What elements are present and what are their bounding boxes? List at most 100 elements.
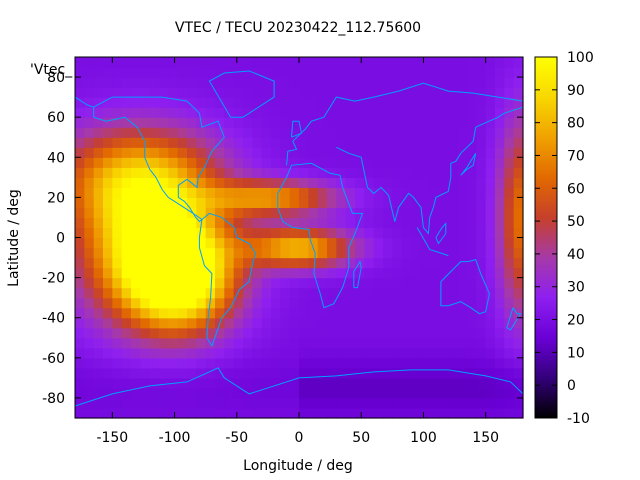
- heatmap-cell: [233, 197, 244, 209]
- heatmap-cell: [383, 67, 393, 78]
- heatmap-cell: [457, 77, 468, 88]
- heatmap-cell: [439, 217, 449, 229]
- heatmap-cell: [317, 167, 328, 178]
- heatmap-cell: [373, 367, 384, 379]
- heatmap-cell: [336, 267, 347, 279]
- heatmap-cell: [93, 237, 104, 249]
- heatmap-cell: [429, 317, 440, 329]
- heatmap-cell: [75, 77, 85, 88]
- heatmap-cell: [495, 187, 505, 198]
- heatmap-cell: [308, 297, 319, 309]
- heatmap-cell: [215, 117, 225, 128]
- heatmap-cell: [131, 187, 141, 198]
- heatmap-cell: [457, 317, 468, 329]
- x-tick-label: 150: [472, 430, 499, 446]
- heatmap-cell: [439, 57, 449, 68]
- heatmap-cell: [177, 67, 188, 78]
- heatmap-cell: [205, 387, 216, 399]
- heatmap-cell: [392, 217, 403, 229]
- heatmap-cell: [513, 357, 524, 369]
- heatmap-cell: [215, 177, 225, 188]
- heatmap-cell: [373, 87, 384, 98]
- heatmap-cell: [401, 367, 412, 379]
- heatmap-cell: [84, 77, 95, 88]
- heatmap-cell: [299, 107, 309, 118]
- heatmap-cell: [457, 117, 468, 128]
- heatmap-cell: [271, 347, 281, 359]
- heatmap-cell: [308, 107, 319, 118]
- heatmap-cell: [149, 197, 160, 209]
- heatmap-cell: [177, 387, 188, 399]
- heatmap-cell: [467, 167, 477, 178]
- heatmap-cell: [177, 147, 188, 158]
- heatmap-cell: [205, 227, 216, 239]
- heatmap-cell: [252, 267, 263, 279]
- heatmap-cell: [504, 247, 515, 259]
- heatmap-cell: [112, 147, 123, 158]
- heatmap-cell: [476, 257, 487, 269]
- y-tick-label: 0: [56, 231, 65, 247]
- heatmap-cell: [261, 277, 272, 289]
- heatmap-cell: [317, 197, 328, 209]
- heatmap-cell: [121, 407, 132, 419]
- heatmap-cell: [252, 287, 263, 299]
- heatmap-cell: [411, 127, 421, 138]
- heatmap-cell: [121, 397, 132, 409]
- heatmap-cell: [205, 117, 216, 128]
- heatmap-cell: [289, 347, 300, 359]
- heatmap-cell: [420, 257, 431, 269]
- heatmap-cell: [196, 107, 207, 118]
- heatmap-cell: [140, 287, 151, 299]
- heatmap-cell: [420, 397, 431, 409]
- heatmap-cell: [485, 327, 496, 339]
- heatmap-cell: [75, 197, 85, 209]
- coastline-segment: [74, 367, 524, 407]
- heatmap-cell: [196, 407, 207, 419]
- heatmap-cell: [439, 77, 449, 88]
- heatmap-cell: [392, 157, 403, 168]
- heatmap-cell: [75, 247, 85, 259]
- heatmap-cell: [308, 357, 319, 369]
- heatmap-cell: [149, 67, 160, 78]
- heatmap-cell: [131, 207, 141, 219]
- heatmap-cell: [401, 257, 412, 269]
- heatmap-cell: [373, 237, 384, 249]
- heatmap-cell: [317, 267, 328, 279]
- heatmap-cell: [429, 117, 440, 128]
- heatmap-cell: [504, 347, 515, 359]
- heatmap-cell: [308, 57, 319, 68]
- heatmap-cell: [140, 367, 151, 379]
- heatmap-cell: [420, 87, 431, 98]
- heatmap-cell: [261, 247, 272, 259]
- heatmap-cell: [327, 187, 337, 198]
- heatmap-cell: [187, 337, 197, 349]
- heatmap-cell: [336, 217, 347, 229]
- heatmap-cell: [317, 187, 328, 198]
- y-tick-label: 60: [47, 110, 65, 126]
- heatmap-cell: [261, 207, 272, 219]
- heatmap-cell: [112, 77, 123, 88]
- heatmap-cell: [177, 127, 188, 138]
- heatmap-cell: [252, 237, 263, 249]
- heatmap-cell: [84, 357, 95, 369]
- heatmap-cell: [280, 297, 291, 309]
- heatmap-cell: [168, 387, 179, 399]
- heatmap-cell: [373, 337, 384, 349]
- heatmap-cell: [429, 107, 440, 118]
- heatmap-cell: [495, 397, 505, 409]
- heatmap-cell: [187, 397, 197, 409]
- heatmap-cell: [448, 317, 459, 329]
- heatmap-cell: [103, 387, 113, 399]
- heatmap-cell: [280, 267, 291, 279]
- heatmap-cell: [149, 317, 160, 329]
- heatmap-cell: [457, 357, 468, 369]
- heatmap-cell: [373, 377, 384, 389]
- heatmap-cell: [187, 127, 197, 138]
- heatmap-cell: [411, 337, 421, 349]
- heatmap-cell: [336, 377, 347, 389]
- heatmap-cell: [289, 377, 300, 389]
- heatmap-cell: [271, 287, 281, 299]
- heatmap-cell: [75, 207, 85, 219]
- heatmap-cell: [327, 377, 337, 389]
